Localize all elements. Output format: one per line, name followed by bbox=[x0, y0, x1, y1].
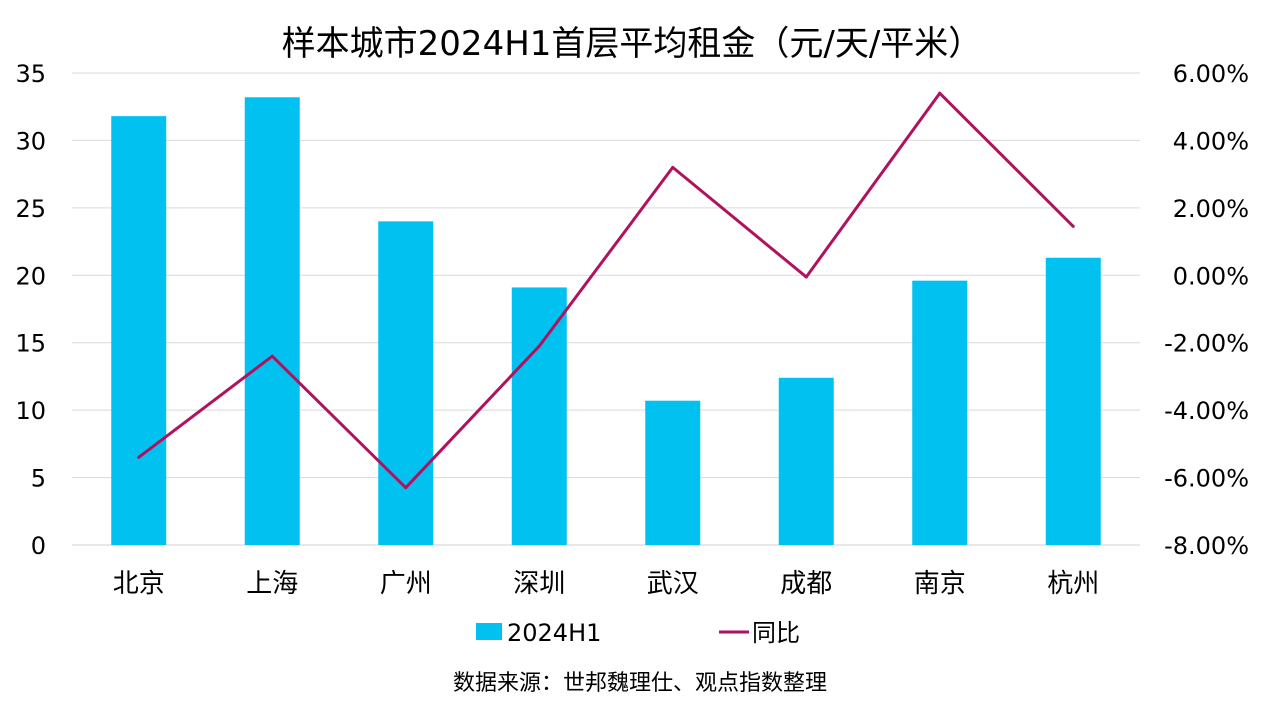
bar-北京 bbox=[111, 116, 167, 545]
yoy-point-杭州 bbox=[1071, 224, 1075, 228]
right-tick-label: -2.00% bbox=[1164, 330, 1249, 358]
category-label: 深圳 bbox=[513, 569, 565, 599]
right-tick-label: -6.00% bbox=[1164, 465, 1249, 493]
legend-label-line: 同比 bbox=[752, 619, 800, 647]
bar-南京 bbox=[912, 280, 968, 545]
yoy-line bbox=[137, 91, 1075, 490]
left-tick-label: 15 bbox=[15, 330, 46, 358]
category-label: 杭州 bbox=[1047, 569, 1099, 599]
yoy-point-成都 bbox=[804, 275, 808, 279]
bar-成都 bbox=[778, 377, 834, 545]
left-y-axis: 0 5 10 15 20 25 30 35 bbox=[15, 60, 46, 560]
yoy-point-北京 bbox=[137, 455, 141, 459]
x-axis-categories: 北京 上海 广州 深圳 武汉 成都 南京 杭州 bbox=[113, 569, 1100, 599]
right-y-axis: -8.00% -6.00% -4.00% -2.00% 0.00% 2.00% 4.00% 6… bbox=[1164, 60, 1249, 560]
line-series bbox=[137, 91, 1075, 490]
bar-深圳 bbox=[511, 287, 567, 545]
left-tick-label: 25 bbox=[15, 195, 46, 223]
legend-swatch-bar bbox=[476, 623, 502, 640]
grid-lines bbox=[72, 72, 1140, 546]
bar-series bbox=[111, 97, 1101, 546]
category-label: 北京 bbox=[113, 569, 165, 599]
yoy-point-南京 bbox=[938, 91, 942, 95]
right-tick-label: 4.00% bbox=[1173, 127, 1249, 155]
left-tick-label: 10 bbox=[15, 397, 46, 425]
category-label: 武汉 bbox=[647, 569, 699, 599]
bar-武汉 bbox=[645, 400, 701, 545]
right-tick-label: 0.00% bbox=[1173, 262, 1249, 290]
yoy-point-武汉 bbox=[671, 165, 675, 169]
left-tick-label: 35 bbox=[15, 60, 46, 88]
yoy-point-上海 bbox=[270, 354, 274, 358]
left-tick-label: 0 bbox=[31, 532, 46, 560]
category-label: 成都 bbox=[780, 569, 832, 599]
bar-广州 bbox=[378, 221, 434, 546]
category-label: 南京 bbox=[914, 569, 966, 599]
category-label: 广州 bbox=[380, 569, 432, 599]
legend-label-bar: 2024H1 bbox=[507, 619, 601, 647]
right-tick-label: -8.00% bbox=[1164, 532, 1249, 560]
left-tick-label: 20 bbox=[15, 262, 46, 290]
legend: 2024H1 同比 bbox=[476, 619, 800, 647]
bar-杭州 bbox=[1045, 257, 1101, 545]
right-tick-label: -4.00% bbox=[1164, 397, 1249, 425]
yoy-point-深圳 bbox=[537, 344, 541, 348]
chart-title: 样本城市2024H1首层平均租金（元/天/平米） bbox=[282, 24, 983, 64]
right-tick-label: 6.00% bbox=[1173, 60, 1249, 88]
bar-上海 bbox=[244, 97, 300, 545]
category-label: 上海 bbox=[246, 569, 298, 599]
source-note: 数据来源：世邦魏理仕、观点指数整理 bbox=[453, 671, 827, 696]
left-tick-label: 5 bbox=[31, 465, 46, 493]
left-tick-label: 30 bbox=[15, 127, 46, 155]
right-tick-label: 2.00% bbox=[1173, 195, 1249, 223]
yoy-point-广州 bbox=[404, 486, 408, 490]
